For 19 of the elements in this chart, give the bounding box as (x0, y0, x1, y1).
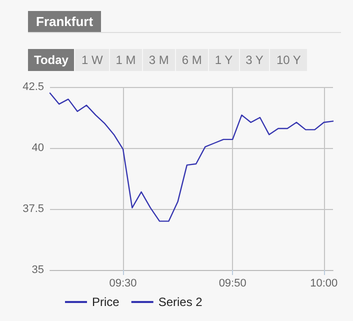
x-tick-label: 09:50 (218, 278, 246, 290)
x-tick-label: 09:30 (109, 278, 137, 290)
text: 3 Y (240, 49, 270, 71)
text: 6 M (176, 49, 208, 71)
legend-label: Series 2 (158, 295, 203, 309)
text: 10 Y (270, 49, 307, 71)
x-tick-label: 10:00 (310, 278, 338, 290)
text: 1 Y (208, 49, 239, 71)
text: Today (28, 49, 74, 71)
y-tick-label: 37.5 (22, 203, 44, 215)
text: 3 M (142, 49, 175, 71)
text: 1 W (75, 49, 109, 71)
y-tick-label: 40 (32, 142, 44, 154)
y-tick-label: 35 (32, 264, 44, 276)
text: Frankfurt (28, 11, 102, 32)
y-tick-label: 42.5 (22, 81, 44, 93)
text: 1 M (110, 49, 142, 71)
legend-label: Price (92, 295, 120, 309)
line-series (49, 92, 334, 222)
